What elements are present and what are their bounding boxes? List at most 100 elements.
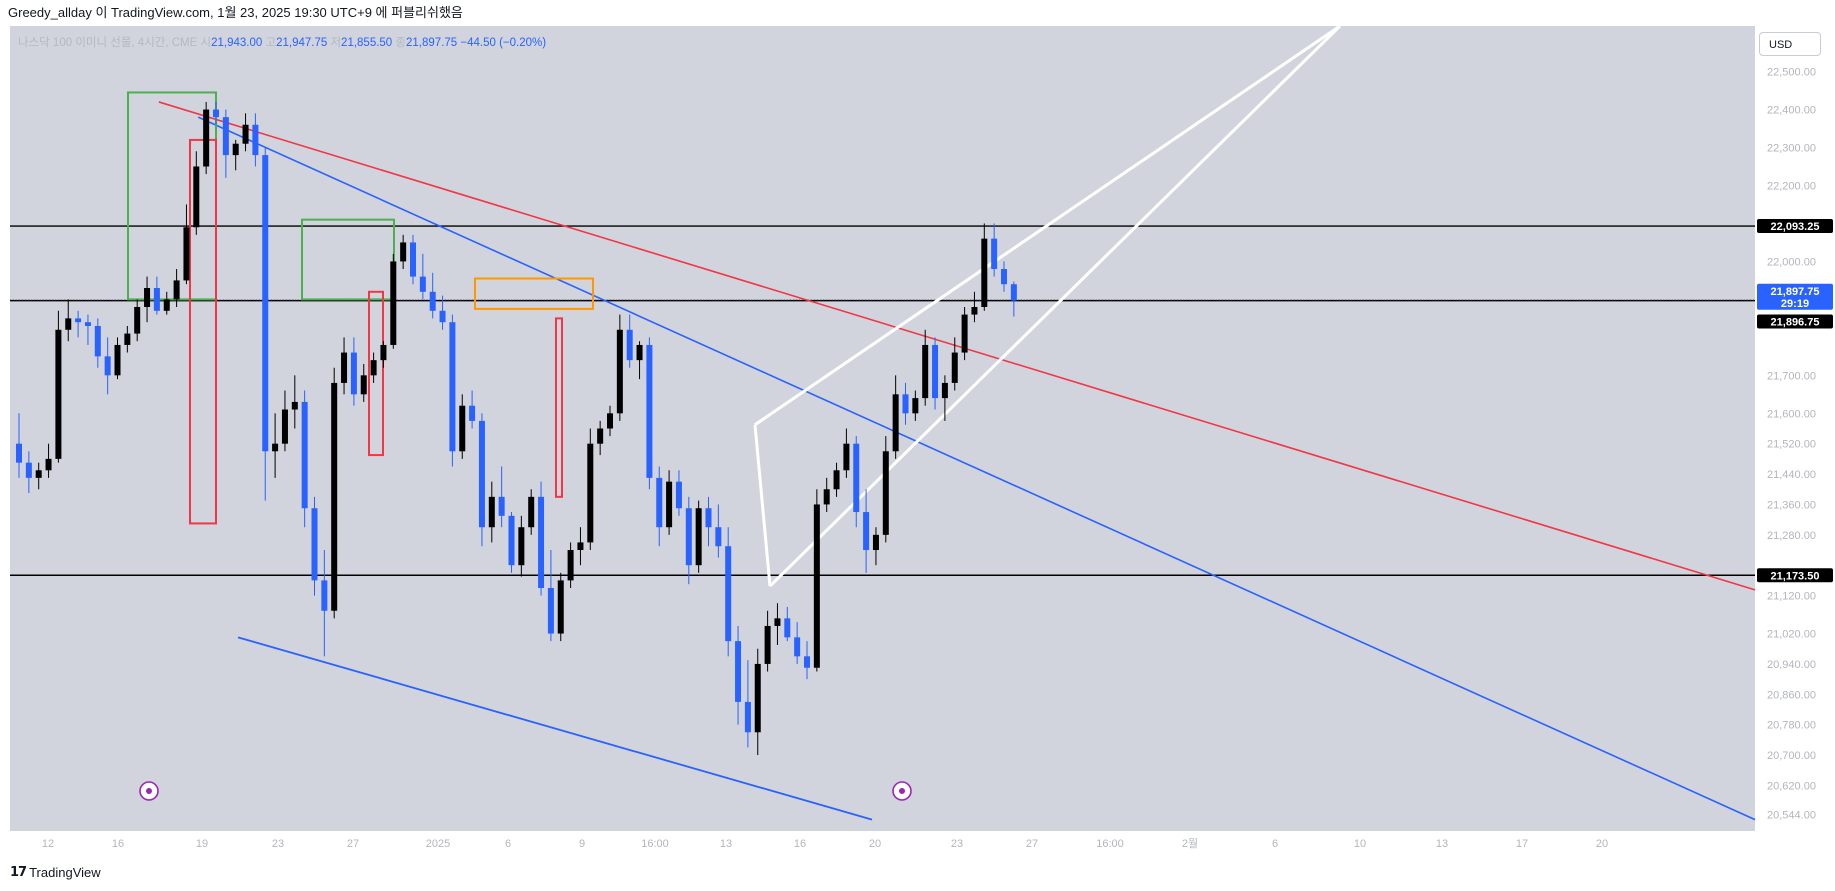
candle-body — [863, 512, 870, 551]
y-tick-label: 22,200.00 — [1767, 180, 1816, 192]
legend-open: 21,943.00 — [211, 37, 263, 49]
white-wedge-upper — [754, 26, 1341, 426]
y-tick-label: 21,120.00 — [1767, 591, 1816, 603]
x-tick-label: 20 — [869, 838, 881, 850]
candle-body — [429, 291, 436, 311]
legend-high: 21,947.75 — [276, 37, 328, 49]
x-tick-label: 16:00 — [641, 838, 669, 850]
x-tick-label: 6 — [505, 838, 511, 850]
candle-body — [55, 329, 62, 459]
candle-body — [872, 534, 879, 551]
y-tick-label: 21,600.00 — [1767, 408, 1816, 420]
x-tick-label: 27 — [347, 838, 359, 850]
publish-header: Greedy_allday 이 TradingView.com, 1월 23, … — [0, 0, 1835, 26]
candle-body — [419, 276, 426, 292]
candle-body — [951, 352, 958, 383]
candle-body — [882, 451, 889, 535]
candle-body — [813, 504, 820, 668]
x-tick-label: 13 — [720, 838, 732, 850]
candle-body — [725, 546, 732, 642]
candle-body — [695, 508, 702, 566]
candle-body — [843, 443, 850, 471]
candle-body — [341, 352, 348, 383]
candle-body — [311, 508, 318, 581]
candle-body — [124, 333, 131, 345]
x-tick-label: 13 — [1436, 838, 1448, 850]
y-tick-label: 22,500.00 — [1767, 67, 1816, 79]
candle-body — [961, 314, 968, 353]
candle-body — [45, 458, 52, 471]
candle-body — [557, 580, 564, 634]
level-label-22093: 22,093.25 — [1771, 221, 1820, 233]
x-tick-label: 6 — [1272, 838, 1278, 850]
candle-body — [547, 587, 554, 634]
legend-symbol: 나스닥 100 이미니 선물, 4시간, CME — [18, 37, 198, 49]
orange-box — [474, 277, 594, 310]
x-tick-label: 16 — [112, 838, 124, 850]
tradingview-footer: 𝟭𝟳 TradingView — [10, 864, 101, 880]
level-label-current: 21,897.75 — [1771, 286, 1820, 298]
candle-body — [705, 508, 712, 528]
y-tick-label: 20,700.00 — [1767, 750, 1816, 762]
candle-body — [538, 496, 545, 588]
candle-body — [380, 344, 387, 361]
candle-body — [390, 261, 397, 345]
y-tick-label: 20,780.00 — [1767, 720, 1816, 732]
candle-body — [853, 443, 860, 513]
white-wedge-lower — [768, 26, 1342, 588]
level-label-21173: 21,173.50 — [1771, 570, 1820, 582]
candle-body — [232, 143, 239, 156]
candle-body — [833, 470, 840, 490]
red-box-1 — [189, 138, 217, 525]
time-axis-background — [10, 831, 1755, 855]
candle-body — [488, 496, 495, 528]
candle-body — [272, 443, 279, 452]
candle-body — [35, 470, 42, 478]
candle-body — [370, 360, 377, 376]
y-tick-label: 21,360.00 — [1767, 499, 1816, 511]
candle-body — [291, 401, 298, 410]
blue-trend-line-lower — [237, 636, 873, 821]
candle-body — [16, 443, 22, 463]
candle-body — [360, 375, 367, 395]
legend-change: −44.50 (−0.20%) — [460, 37, 547, 49]
candle-body — [636, 344, 643, 361]
level-label-22093-bg — [1757, 219, 1833, 234]
candle-body — [498, 496, 505, 516]
ohlc-legend: 나스닥 100 이미니 선물, 4시간, CME 시21,943.00 고21,… — [18, 34, 546, 50]
candle-body — [213, 109, 219, 118]
candle-body — [892, 394, 899, 452]
candle-body — [735, 641, 742, 702]
candle-body — [469, 405, 476, 421]
event-icon-2-dot — [899, 788, 905, 794]
candle-body — [262, 155, 269, 452]
candle-body — [242, 124, 249, 144]
legend-open-label: 시 — [200, 37, 212, 49]
candle-body — [932, 344, 939, 399]
candlestick-chart[interactable]: 22,500.00 22,400.00 22,300.00 22,200.00 22,0… — [10, 26, 1835, 855]
candle-body — [685, 508, 692, 566]
candle-body — [971, 306, 978, 315]
chart-area[interactable]: 22,500.00 22,400.00 22,300.00 22,200.00 22,0… — [10, 26, 1835, 855]
candle-body — [567, 550, 574, 581]
level-label-current-bg — [1757, 283, 1833, 310]
candle-body — [607, 413, 613, 429]
price-axis-background — [1755, 26, 1835, 855]
candle-body — [508, 515, 515, 566]
candle-body — [478, 420, 485, 528]
candle-body — [173, 280, 180, 300]
candle-body — [941, 382, 948, 399]
y-tick-label: 20,544.00 — [1767, 809, 1816, 821]
red-box-2 — [368, 290, 384, 457]
candle-body — [804, 656, 810, 668]
x-tick-label: 20 — [1596, 838, 1608, 850]
event-icon-1-dot — [146, 788, 152, 794]
candle-body — [252, 124, 259, 156]
x-tick-label: 16 — [794, 838, 806, 850]
x-tick-label: 2월 — [1182, 837, 1198, 850]
level-label-21896-bg — [1757, 314, 1833, 329]
y-tick-label: 21,520.00 — [1767, 439, 1816, 451]
y-tick-label: 21,440.00 — [1767, 469, 1816, 481]
currency-button[interactable]: USD — [1759, 32, 1821, 56]
candle-body — [823, 489, 830, 505]
